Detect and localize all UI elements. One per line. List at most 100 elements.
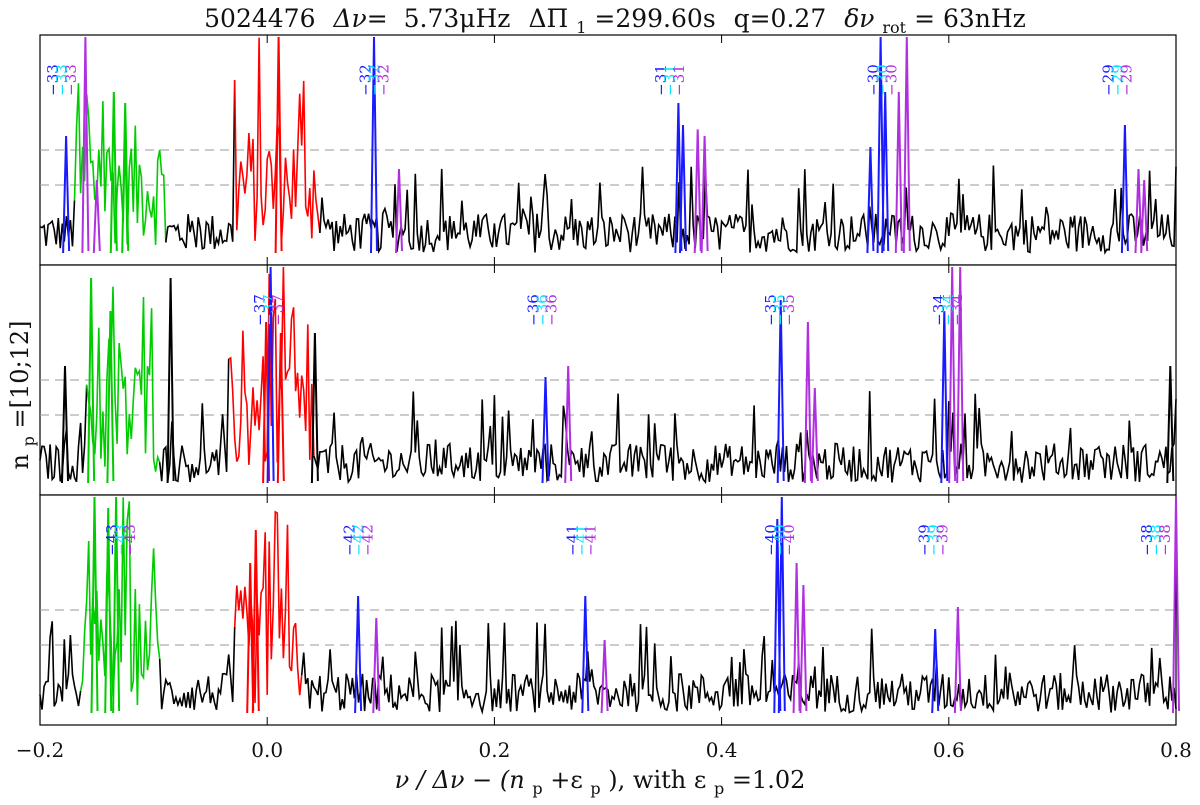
spectrum-segment bbox=[73, 83, 167, 245]
mode-peak bbox=[564, 365, 573, 484]
mode-peak bbox=[395, 168, 403, 254]
mode-label: −36 bbox=[543, 294, 561, 326]
mode-peak bbox=[679, 124, 687, 254]
mode-peak bbox=[370, 36, 378, 254]
x-axis-label-part4: =1.02 bbox=[732, 766, 806, 794]
mode-peak bbox=[810, 387, 819, 484]
mode-label: −42 bbox=[350, 524, 368, 556]
mode-label: −32 bbox=[375, 64, 393, 96]
chart-title: 5024476 Δν= 5.73μHz ΔΠ 1 =299.60s q=0.27… bbox=[204, 4, 1026, 39]
mode-peak bbox=[581, 595, 590, 714]
mode-peak bbox=[276, 332, 285, 484]
mode-label: −40 bbox=[780, 524, 798, 556]
mode-peak bbox=[777, 496, 786, 714]
mode-label: −32 bbox=[357, 64, 375, 96]
mode-label: −33 bbox=[44, 64, 62, 96]
title-star-id: 5024476 bbox=[204, 4, 315, 33]
mode-label: −40 bbox=[762, 524, 780, 556]
panels-group: −33−33−33 −32−32−32 −31−31−31 −30−30−30 −29−… bbox=[39, 34, 1180, 726]
mode-peak bbox=[803, 321, 812, 484]
mode-peak bbox=[1120, 124, 1129, 254]
title-dpi-symbol: ΔΠ bbox=[528, 4, 568, 33]
mode-peak bbox=[799, 584, 808, 714]
mode-peak bbox=[902, 36, 911, 254]
mode-peak bbox=[956, 266, 965, 484]
mode-peak bbox=[62, 135, 71, 254]
mode-label: −39 bbox=[933, 524, 951, 556]
mode-label: −43 bbox=[112, 524, 130, 556]
mode-label: −38 bbox=[1138, 524, 1156, 556]
x-axis-label-sub2: p bbox=[590, 779, 600, 798]
x-axis-label-part1: ν / Δν − (n bbox=[395, 766, 525, 794]
mode-peak bbox=[866, 146, 875, 254]
mode-peak bbox=[1166, 365, 1175, 484]
mode-label: −39 bbox=[924, 524, 942, 556]
mode-peak bbox=[266, 266, 275, 484]
mode-label: −32 bbox=[366, 64, 384, 96]
title-q-value: q=0.27 bbox=[734, 4, 827, 33]
x-axis-label-part2: +ε bbox=[550, 766, 583, 794]
mode-peak bbox=[600, 639, 609, 714]
mode-peak bbox=[1172, 496, 1180, 714]
mode-label: −33 bbox=[53, 64, 71, 96]
spectrum-segment bbox=[313, 391, 1177, 485]
mode-label: −30 bbox=[873, 64, 891, 96]
mode-label: −30 bbox=[882, 64, 900, 96]
title-rot-symbol: δν bbox=[844, 4, 874, 33]
panel-1: −33−33−33 −32−32−32 −31−31−31 −30−30−30 −29−… bbox=[39, 34, 1177, 266]
spectrum-segment bbox=[300, 620, 1177, 715]
mode-label: −36 bbox=[525, 294, 543, 326]
mode-label: −41 bbox=[572, 524, 590, 556]
x-axis-label-sub3: p bbox=[714, 779, 724, 798]
mode-peak bbox=[166, 277, 175, 484]
mode-peak bbox=[354, 595, 363, 714]
panel-2: −37−37−37 −36−36−36 −35−35−35 −34−34−34 bbox=[39, 264, 1177, 496]
x-axis-label-sub1: p bbox=[532, 779, 542, 798]
panel-3: −43−43−43 −42−42−42 −41−41−41 −40−40−40 −39−… bbox=[39, 494, 1180, 726]
mode-label: −29 bbox=[1118, 64, 1136, 96]
mode-peak bbox=[109, 91, 118, 254]
mode-label: −42 bbox=[359, 524, 377, 556]
x-tick-label: 0.0 bbox=[251, 738, 283, 762]
mode-label: −34 bbox=[930, 294, 948, 326]
mode-label: −31 bbox=[652, 64, 670, 96]
mode-peak bbox=[700, 135, 709, 254]
mode-peak bbox=[1134, 168, 1143, 254]
y-axis-label-subscript: p bbox=[19, 436, 38, 446]
x-tick-label: 0.8 bbox=[1160, 738, 1192, 762]
mode-label: −43 bbox=[121, 524, 139, 556]
mode-peak bbox=[776, 299, 785, 484]
mode-label: −31 bbox=[670, 64, 688, 96]
y-axis-label-main: n bbox=[6, 454, 34, 469]
mode-peak bbox=[310, 332, 319, 484]
y-axis-label-rest: =[10;12] bbox=[6, 321, 34, 429]
mode-peak bbox=[251, 529, 260, 714]
title-dpi-subscript: 1 bbox=[576, 18, 586, 37]
mode-peak bbox=[792, 562, 801, 714]
mode-label: −37 bbox=[251, 294, 269, 326]
mode-label: −35 bbox=[771, 294, 789, 326]
x-ticks-group: −0.2 0.0 0.2 0.4 0.6 0.8 bbox=[16, 738, 1192, 762]
mode-peak bbox=[1140, 179, 1149, 254]
mode-label: −43 bbox=[103, 524, 121, 556]
mode-label: −29 bbox=[1100, 64, 1118, 96]
mode-label: −37 bbox=[260, 294, 278, 326]
spectrum-segment bbox=[228, 266, 315, 465]
x-axis-label: ν / Δν − (n p +ε p ), with ε p =1.02 bbox=[395, 766, 806, 800]
mode-peak bbox=[541, 376, 550, 484]
mode-peak bbox=[112, 496, 121, 714]
mode-peak bbox=[90, 496, 99, 714]
mode-peak bbox=[81, 36, 90, 254]
mode-label: −38 bbox=[1156, 524, 1174, 556]
mode-peak bbox=[372, 617, 381, 714]
mode-peak bbox=[61, 365, 69, 484]
mode-peak bbox=[106, 310, 115, 484]
mode-peak bbox=[87, 277, 96, 484]
spectrum-segment bbox=[158, 358, 230, 483]
x-tick-label: 0.2 bbox=[478, 738, 510, 762]
mode-peak bbox=[246, 562, 255, 714]
mode-label: −33 bbox=[62, 64, 80, 96]
title-dnu-value: 5.73μHz bbox=[404, 4, 511, 33]
mode-label: −37 bbox=[269, 294, 287, 326]
